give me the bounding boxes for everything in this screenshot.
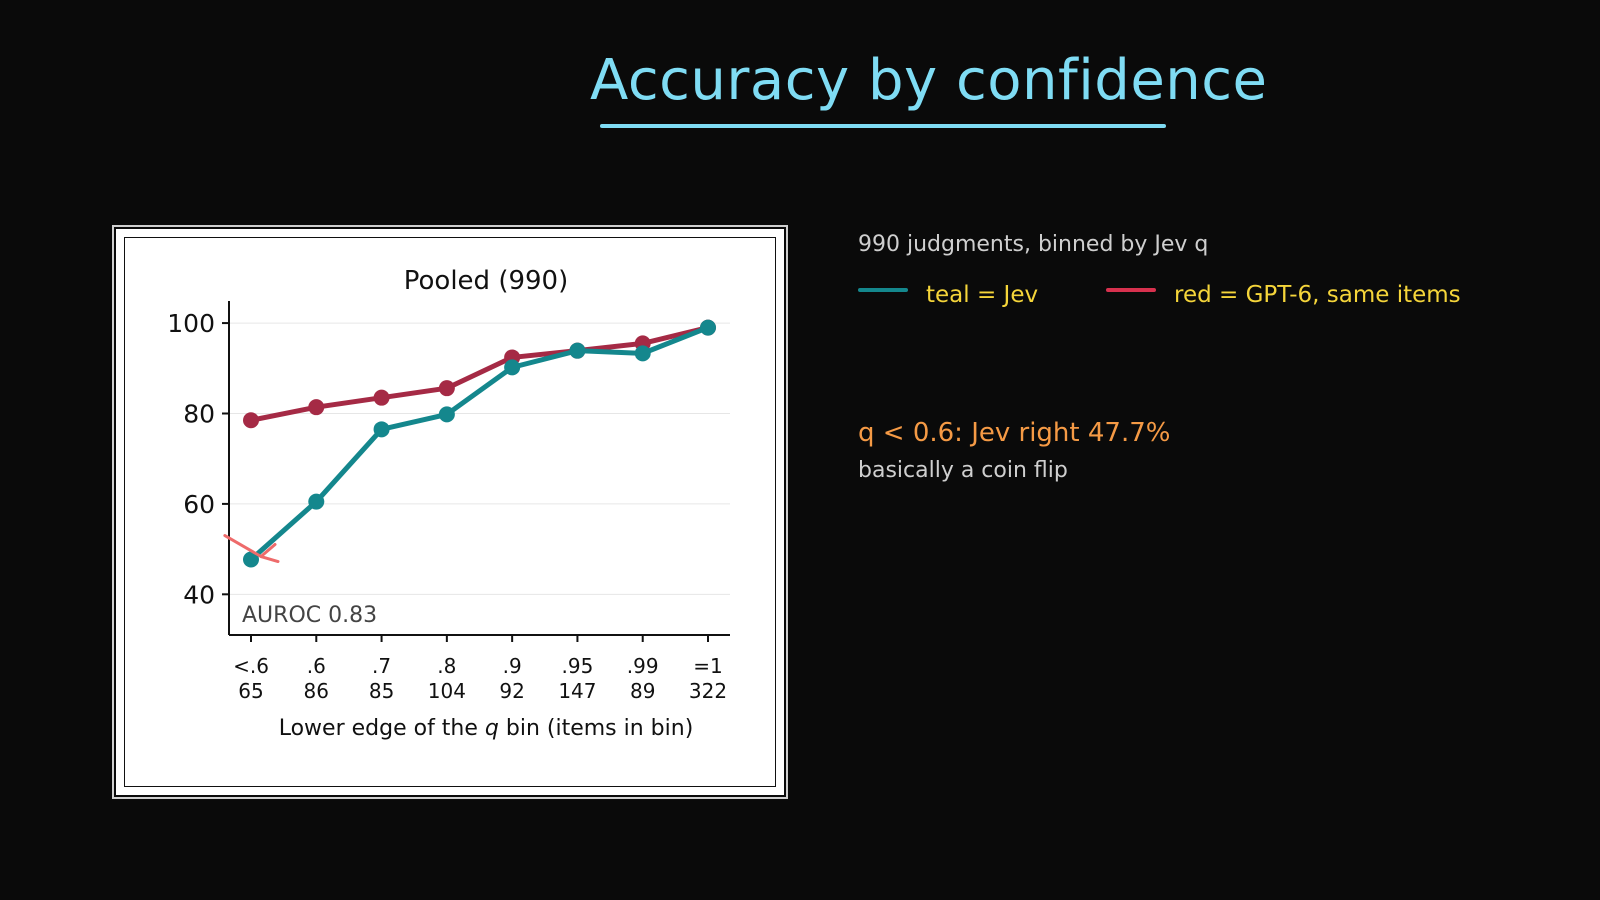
series-1-point — [243, 551, 259, 568]
series-1-point — [308, 493, 325, 510]
x-tick-label: .99 — [627, 654, 659, 678]
annotation-arrow — [223, 534, 280, 564]
x-tick-count: 147 — [558, 679, 596, 703]
chart-title: Pooled (990) — [404, 266, 568, 296]
x-tick-label: <.6 — [233, 654, 269, 678]
accuracy-chart: Pooled (990) 40 60 80 100 <.665 .686 .785 .810… — [167, 266, 730, 741]
slide-title: Accuracy by confidence — [590, 48, 1268, 113]
series-1-point — [504, 359, 521, 376]
x-tick-count: 65 — [238, 679, 263, 703]
y-tick-labels: 40 60 80 100 — [167, 309, 215, 609]
highlight-note: q < 0.6: Jev right 47.7% — [858, 418, 1171, 448]
y-tick-label: 40 — [183, 580, 215, 609]
series-1-point — [569, 342, 586, 359]
series-lines — [243, 319, 716, 568]
series-line-0 — [248, 325, 711, 423]
legend-swatch-teal — [858, 288, 908, 292]
legend-swatch-red — [1106, 288, 1156, 292]
x-tick-count: 104 — [428, 679, 466, 703]
legend-label-teal: teal = Jev — [926, 282, 1039, 308]
legend-item-red: red = GPT-6, same items — [1106, 280, 1461, 310]
summary-text: 990 judgments, binned by Jev q — [858, 232, 1209, 257]
x-axis-label: Lower edge of the q bin (items in bin) — [279, 716, 694, 741]
series-1-point — [700, 319, 716, 336]
series-1-point — [373, 421, 390, 438]
y-tick-label: 100 — [167, 309, 215, 338]
grid-lines — [229, 322, 730, 595]
series-line-1 — [248, 325, 711, 563]
series-0-point — [243, 412, 259, 429]
x-axis-label-var: q — [485, 716, 499, 741]
legend-label-red: red = GPT-6, same items — [1174, 282, 1461, 308]
x-tick-count: 89 — [630, 679, 655, 703]
x-tick-label: .7 — [372, 654, 391, 678]
series-1-point — [438, 406, 455, 423]
y-tick-label: 60 — [183, 490, 215, 519]
x-axis-label-prefix: Lower edge of the — [279, 716, 485, 741]
arrow-head — [259, 543, 280, 564]
auroc-annotation: AUROC 0.83 — [242, 603, 377, 628]
axes — [222, 301, 730, 642]
series-0-point — [373, 389, 390, 406]
x-tick-count: 86 — [304, 679, 329, 703]
x-tick-count: 92 — [499, 679, 524, 703]
x-tick-label: .6 — [307, 654, 326, 678]
x-tick-count: 322 — [689, 679, 727, 703]
arrow-shaft — [223, 534, 263, 559]
x-tick-label: =1 — [693, 654, 722, 678]
series-0-point — [438, 380, 455, 397]
x-tick-label: .95 — [562, 654, 594, 678]
x-axis-label-suffix: bin (items in bin) — [499, 716, 693, 741]
x-tick-label: .8 — [437, 654, 456, 678]
series-0-point — [308, 399, 325, 416]
legend-item-teal: teal = Jev — [858, 280, 1038, 310]
title-underline — [600, 124, 1166, 128]
chart-inner-border — [124, 237, 776, 787]
highlight-subnote: basically a coin flip — [858, 458, 1068, 483]
x-tick-label: .9 — [503, 654, 522, 678]
x-tick-count: 85 — [369, 679, 394, 703]
series-1-point — [634, 345, 651, 362]
y-tick-label: 80 — [183, 399, 215, 428]
